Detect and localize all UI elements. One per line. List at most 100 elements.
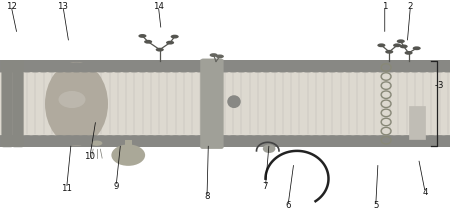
- Circle shape: [371, 135, 392, 145]
- Circle shape: [437, 62, 450, 73]
- Circle shape: [404, 62, 425, 73]
- Circle shape: [82, 62, 104, 73]
- Ellipse shape: [91, 141, 103, 146]
- Circle shape: [41, 135, 63, 145]
- Circle shape: [400, 45, 408, 48]
- Circle shape: [99, 135, 120, 145]
- Text: 2: 2: [408, 2, 413, 11]
- Circle shape: [280, 62, 302, 73]
- Circle shape: [140, 62, 162, 73]
- Circle shape: [16, 135, 38, 145]
- Circle shape: [189, 135, 211, 145]
- Circle shape: [50, 62, 71, 73]
- Circle shape: [377, 43, 385, 47]
- Circle shape: [0, 135, 13, 145]
- Circle shape: [58, 135, 79, 145]
- Circle shape: [288, 62, 310, 73]
- Ellipse shape: [227, 95, 241, 108]
- Circle shape: [272, 62, 293, 73]
- Bar: [0, 71, 450, 137]
- Circle shape: [58, 62, 79, 73]
- Bar: [0, 138, 450, 147]
- Circle shape: [210, 53, 218, 57]
- Circle shape: [379, 62, 400, 73]
- Circle shape: [25, 135, 46, 145]
- Circle shape: [0, 135, 21, 145]
- Circle shape: [387, 135, 409, 145]
- Circle shape: [379, 135, 400, 145]
- Circle shape: [421, 135, 442, 145]
- Circle shape: [248, 62, 269, 73]
- Circle shape: [231, 135, 252, 145]
- FancyBboxPatch shape: [201, 59, 223, 149]
- Circle shape: [157, 62, 178, 73]
- Circle shape: [216, 55, 224, 58]
- Circle shape: [115, 135, 137, 145]
- Circle shape: [313, 62, 335, 73]
- Circle shape: [437, 135, 450, 145]
- Circle shape: [371, 62, 392, 73]
- Text: 3: 3: [437, 81, 443, 90]
- Circle shape: [346, 62, 368, 73]
- Ellipse shape: [45, 62, 108, 146]
- Circle shape: [313, 135, 335, 145]
- Circle shape: [74, 135, 95, 145]
- Circle shape: [206, 135, 227, 145]
- Circle shape: [50, 135, 71, 145]
- Circle shape: [256, 135, 277, 145]
- Circle shape: [387, 62, 409, 73]
- Circle shape: [405, 51, 413, 55]
- Circle shape: [181, 62, 203, 73]
- Circle shape: [90, 135, 112, 145]
- Circle shape: [66, 62, 87, 73]
- Circle shape: [124, 135, 145, 145]
- Circle shape: [429, 62, 450, 73]
- Circle shape: [115, 62, 137, 73]
- Text: 14: 14: [153, 2, 164, 11]
- Circle shape: [264, 135, 285, 145]
- Circle shape: [330, 62, 351, 73]
- Circle shape: [171, 35, 179, 39]
- Circle shape: [173, 62, 194, 73]
- Circle shape: [139, 34, 147, 38]
- Circle shape: [8, 62, 29, 73]
- Circle shape: [239, 135, 261, 145]
- Circle shape: [305, 62, 326, 73]
- Circle shape: [322, 135, 343, 145]
- Circle shape: [404, 135, 425, 145]
- Circle shape: [0, 62, 13, 73]
- Circle shape: [412, 62, 434, 73]
- Circle shape: [413, 46, 421, 50]
- Circle shape: [107, 135, 128, 145]
- Circle shape: [429, 135, 450, 145]
- Text: 4: 4: [423, 188, 428, 197]
- Circle shape: [107, 62, 128, 73]
- Circle shape: [385, 50, 393, 54]
- Circle shape: [214, 62, 236, 73]
- Text: 6: 6: [285, 201, 291, 210]
- Circle shape: [239, 62, 261, 73]
- Circle shape: [363, 62, 384, 73]
- Text: 10: 10: [85, 152, 95, 161]
- Ellipse shape: [112, 144, 145, 166]
- Text: 9: 9: [113, 182, 119, 191]
- Circle shape: [33, 62, 54, 73]
- Circle shape: [41, 62, 63, 73]
- Text: 13: 13: [58, 2, 68, 11]
- Circle shape: [148, 62, 170, 73]
- Circle shape: [132, 62, 153, 73]
- Circle shape: [355, 62, 376, 73]
- Circle shape: [338, 62, 360, 73]
- Text: 8: 8: [204, 192, 210, 201]
- Circle shape: [144, 40, 152, 44]
- Circle shape: [206, 62, 227, 73]
- Circle shape: [132, 135, 153, 145]
- Circle shape: [288, 135, 310, 145]
- Circle shape: [272, 135, 293, 145]
- Text: 11: 11: [61, 184, 72, 193]
- Circle shape: [421, 62, 442, 73]
- Circle shape: [166, 41, 174, 45]
- FancyBboxPatch shape: [13, 61, 23, 147]
- Circle shape: [214, 135, 236, 145]
- Circle shape: [181, 135, 203, 145]
